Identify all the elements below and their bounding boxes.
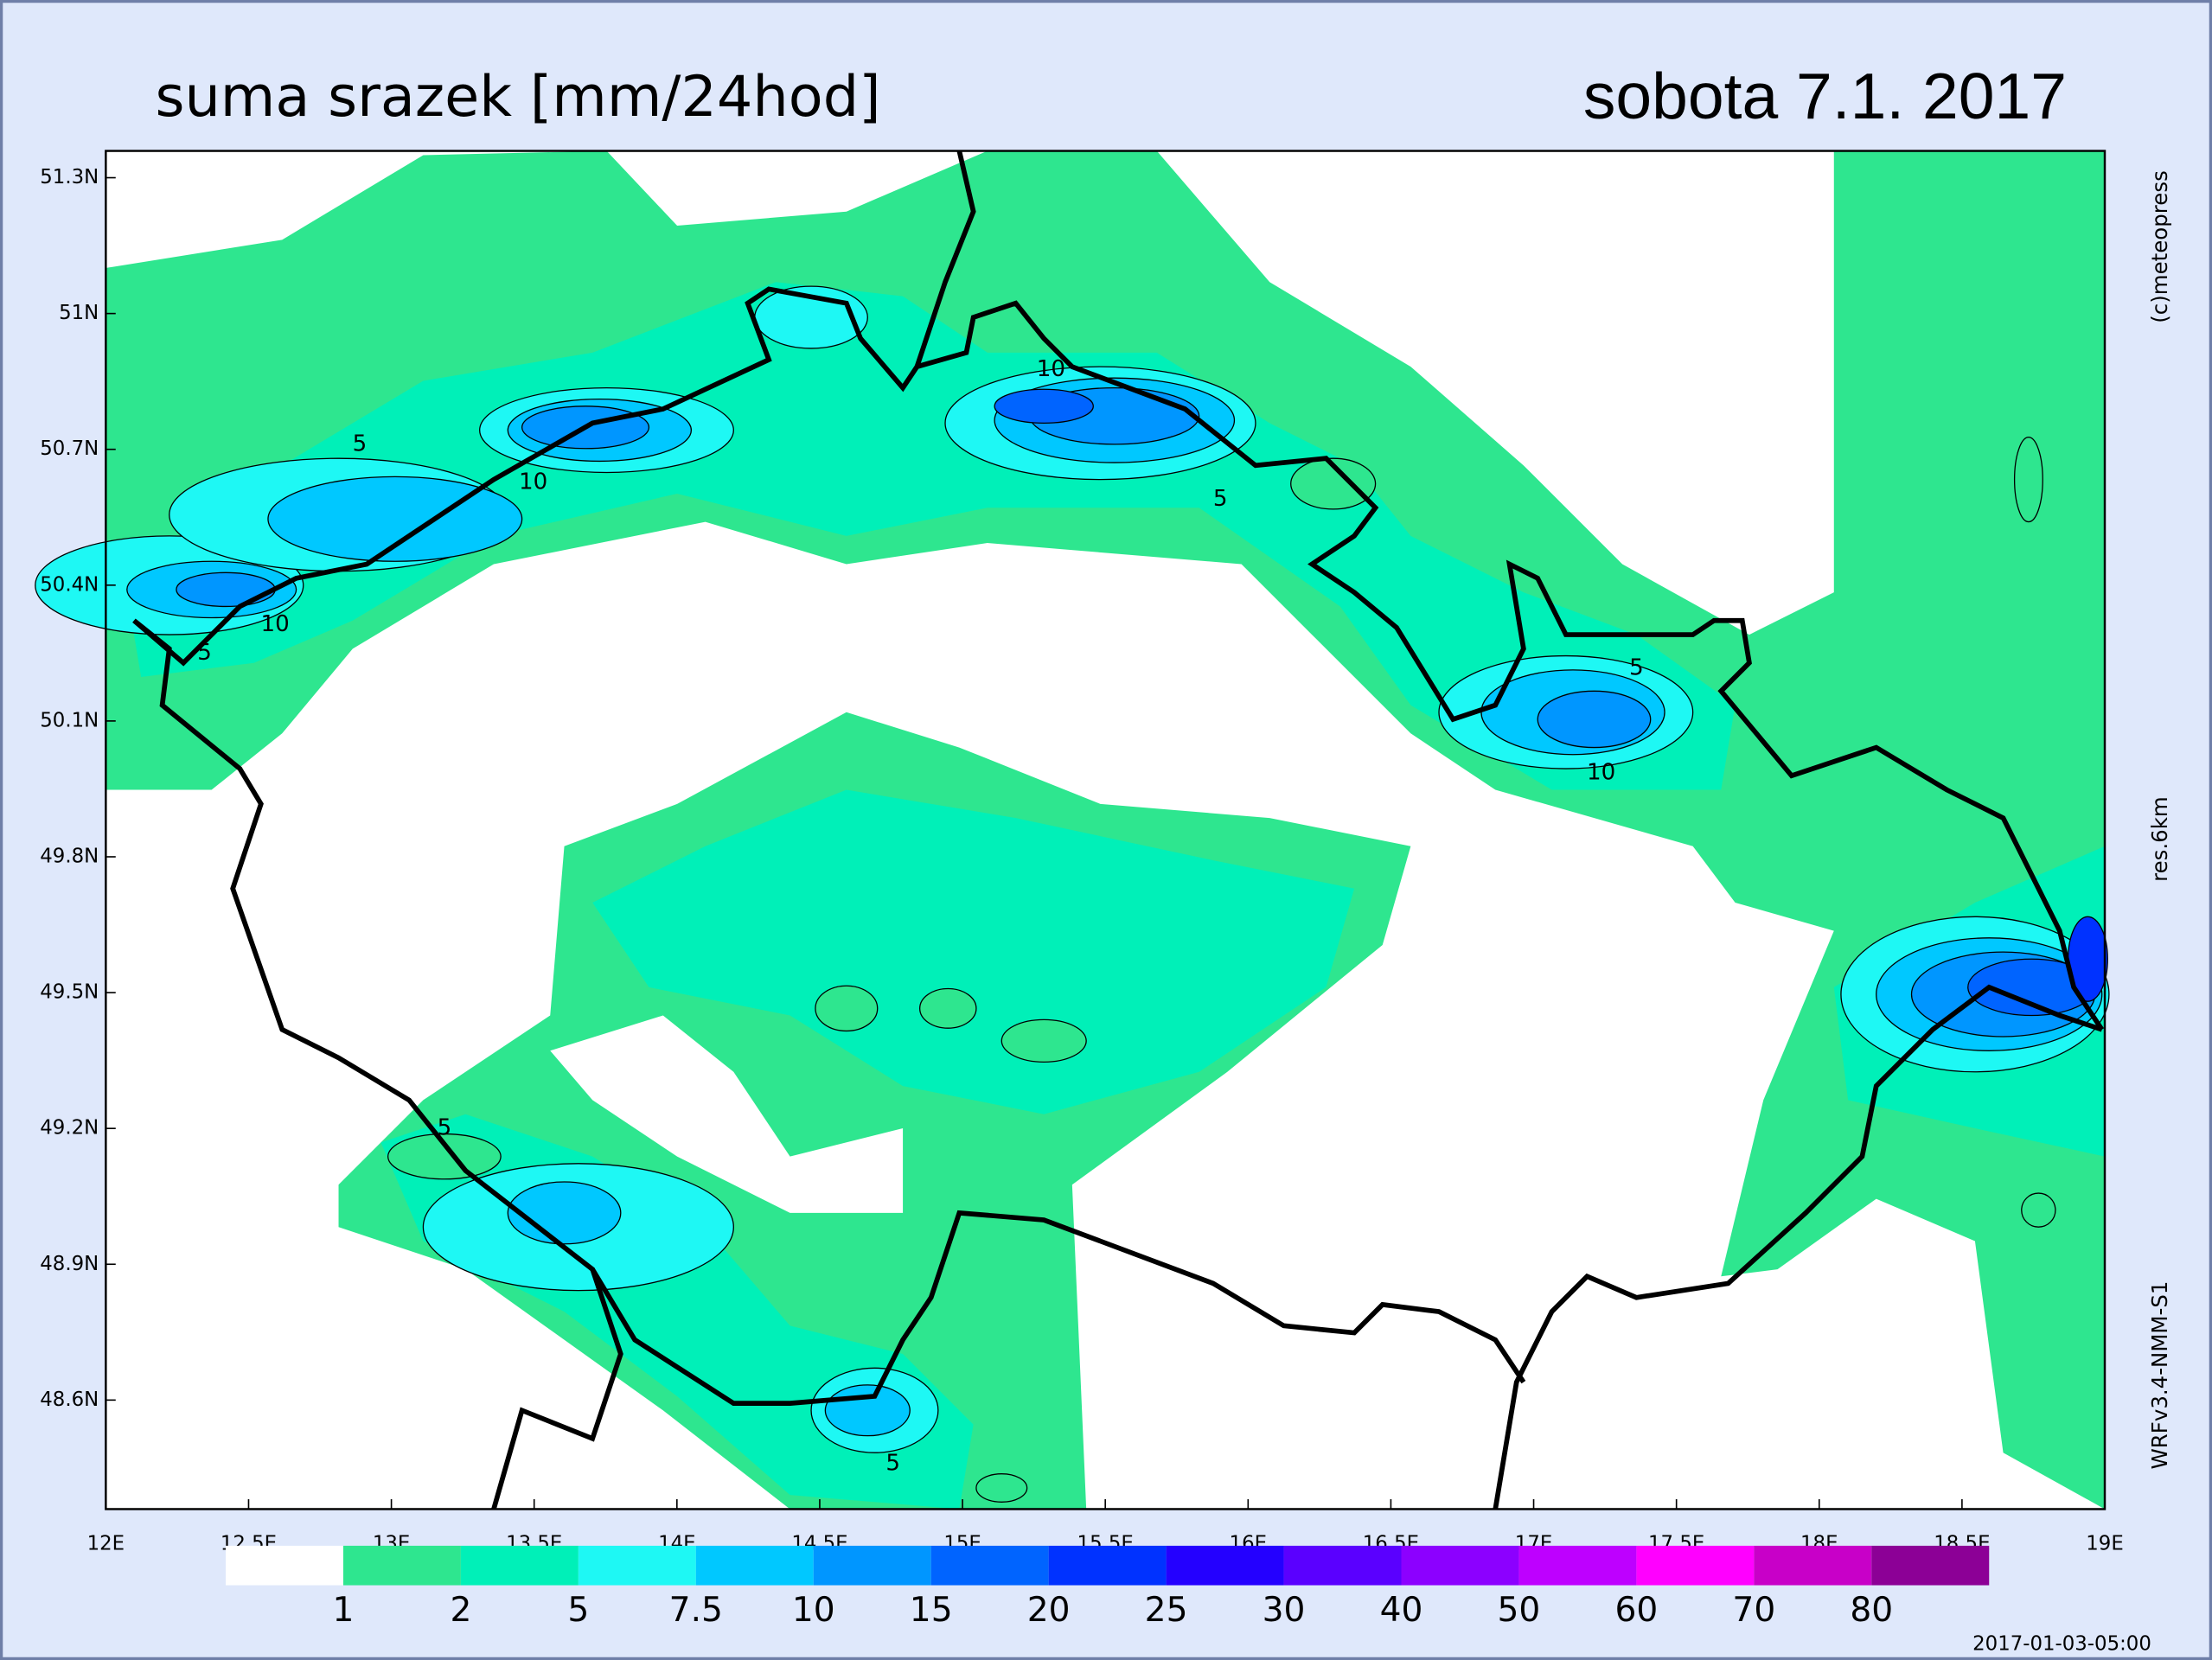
- legend-swatch: [1518, 1545, 1637, 1586]
- lat-label: 49.2N: [40, 1117, 99, 1140]
- legend-label: 20: [1027, 1591, 1071, 1630]
- legend-swatch: [342, 1545, 461, 1586]
- model: WRFv3.4-NMM-S1: [2147, 1281, 2172, 1470]
- lat-label: 48.6N: [40, 1389, 99, 1411]
- border-line: [590, 1210, 1526, 1406]
- precip-layers: 5 10 10 5 10 5 5 10 5 5: [35, 150, 2110, 1510]
- axis-labels: 51.3N 51N 50.7N 50.4N 50.1N 49.8N 49.5N 49.2N 48…: [40, 166, 2123, 1555]
- legend-label: 7.5: [669, 1591, 723, 1630]
- lon-label: 12E: [87, 1533, 125, 1555]
- legend-label: 5: [567, 1591, 589, 1630]
- lat-label: 50.4N: [40, 573, 99, 596]
- legend-label: 15: [910, 1591, 953, 1630]
- lon-label: 19E: [2086, 1533, 2123, 1555]
- contour-label: 10: [519, 469, 547, 495]
- legend-label: 2: [450, 1591, 471, 1630]
- legend-label: 40: [1380, 1591, 1423, 1630]
- precip-cell: [919, 987, 977, 1029]
- precip-area: [550, 1015, 904, 1213]
- precip-cell: [1290, 457, 1377, 510]
- legend-swatch: [1166, 1545, 1284, 1586]
- lat-label: 48.9N: [40, 1253, 99, 1275]
- legend-swatch: [1636, 1545, 1755, 1586]
- border-line: [132, 286, 2105, 1510]
- legend-swatch: [226, 1545, 343, 1586]
- precip-cell: [267, 476, 523, 562]
- legend-label: 70: [1732, 1591, 1775, 1630]
- legend-swatch: [1401, 1545, 1519, 1586]
- legend-label: 25: [1145, 1591, 1188, 1630]
- precip-cell: [176, 571, 276, 608]
- precip-cell: [1537, 690, 1652, 749]
- contour-label: 5: [353, 431, 368, 456]
- contour-label: 5: [438, 1115, 452, 1141]
- contour-label: 5: [885, 1451, 900, 1477]
- lat-label: 51.3N: [40, 166, 99, 188]
- border-line: [1493, 984, 2103, 1510]
- precip-cell: [1001, 1018, 1087, 1063]
- legend-swatch: [1754, 1545, 1872, 1586]
- precip-cell: [507, 1181, 622, 1245]
- lat-label: 51N: [59, 302, 99, 324]
- precip-cell: [824, 1384, 911, 1437]
- legend-label: 60: [1614, 1591, 1658, 1630]
- map-date: sobota 7.1. 2017: [1583, 60, 2067, 132]
- precip-cell: [815, 985, 879, 1032]
- legend-swatch: [460, 1545, 579, 1586]
- legend-label: 1: [333, 1591, 355, 1630]
- legend-label: 10: [792, 1591, 835, 1630]
- legend-label: 80: [1850, 1591, 1893, 1630]
- precip-cell: [387, 1133, 502, 1180]
- border-line: [914, 150, 976, 368]
- contour-label: 10: [1587, 759, 1615, 785]
- precip-cell: [2013, 437, 2043, 523]
- legend-swatch: [695, 1545, 814, 1586]
- lat-label: 50.1N: [40, 709, 99, 731]
- legend-label: 50: [1498, 1591, 1541, 1630]
- contour-label: 10: [261, 611, 290, 637]
- contour-label: 5: [1213, 486, 1228, 512]
- legend-label: 30: [1263, 1591, 1306, 1630]
- lat-label: 49.5N: [40, 981, 99, 1004]
- legend-swatch: [930, 1545, 1049, 1586]
- contour-label: 10: [1037, 356, 1065, 382]
- precip-cell: [2021, 1192, 2056, 1228]
- lat-label: 49.8N: [40, 845, 99, 867]
- resolution: res.6km: [2147, 796, 2172, 882]
- map-title: suma srazek [mm/24hod]: [155, 64, 880, 130]
- legend-swatch: [1283, 1545, 1402, 1586]
- precip-cell: [994, 388, 1094, 425]
- run-time: 2017-01-03-05:00: [1972, 1633, 2151, 1656]
- precip-area: [592, 789, 1355, 1114]
- copyright: (c)meteopress: [2147, 170, 2172, 323]
- contour-label: 5: [1629, 655, 1644, 681]
- legend-swatch: [813, 1545, 931, 1586]
- lat-label: 50.7N: [40, 437, 99, 460]
- legend: 1 2 5 7.5 10 15 20 25 30 40 50 60 70 80: [226, 1545, 1990, 1630]
- precip-cell: [975, 1473, 1028, 1503]
- legend-swatch: [1048, 1545, 1167, 1586]
- contour-label: 5: [197, 640, 212, 666]
- legend-swatch: [1871, 1545, 1990, 1586]
- legend-swatch: [578, 1545, 696, 1586]
